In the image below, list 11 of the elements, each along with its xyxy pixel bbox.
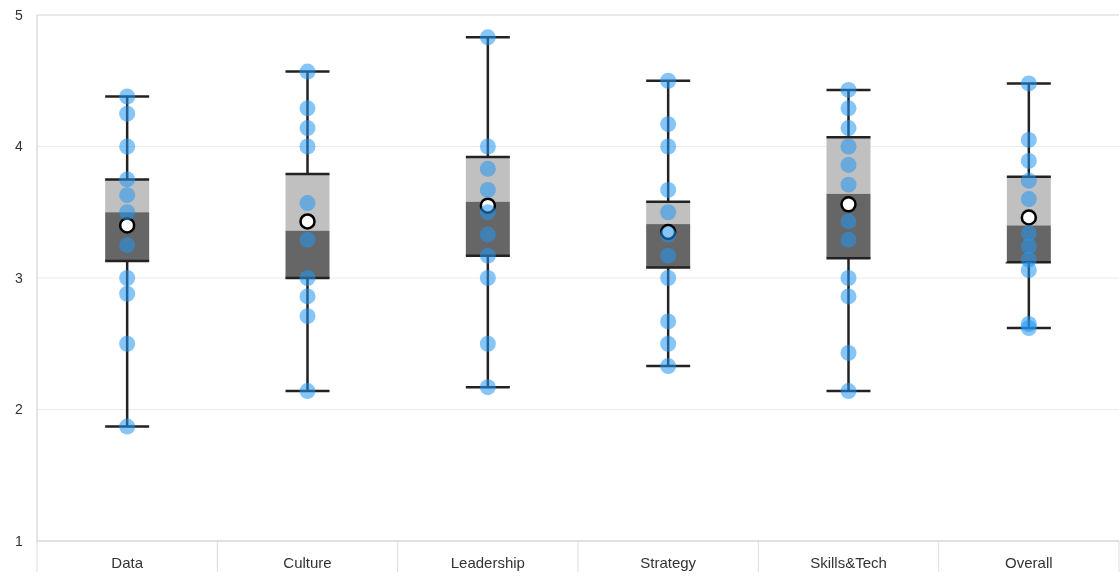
y-tick-label: 4: [15, 138, 24, 155]
y-tick-label: 2: [15, 401, 24, 418]
y-tick-label: 5: [15, 6, 24, 23]
y-tick-label: 3: [15, 269, 24, 286]
x-tick-label: Strategy: [640, 554, 697, 572]
x-tick-label: Culture: [283, 554, 332, 572]
x-tick-label: Overall: [1005, 554, 1053, 572]
x-tick-label: Leadership: [450, 554, 525, 572]
x-tick-label: Data: [111, 554, 144, 572]
x-tick-label: Skills&Tech: [810, 554, 887, 572]
y-tick-label: 1: [15, 532, 24, 549]
